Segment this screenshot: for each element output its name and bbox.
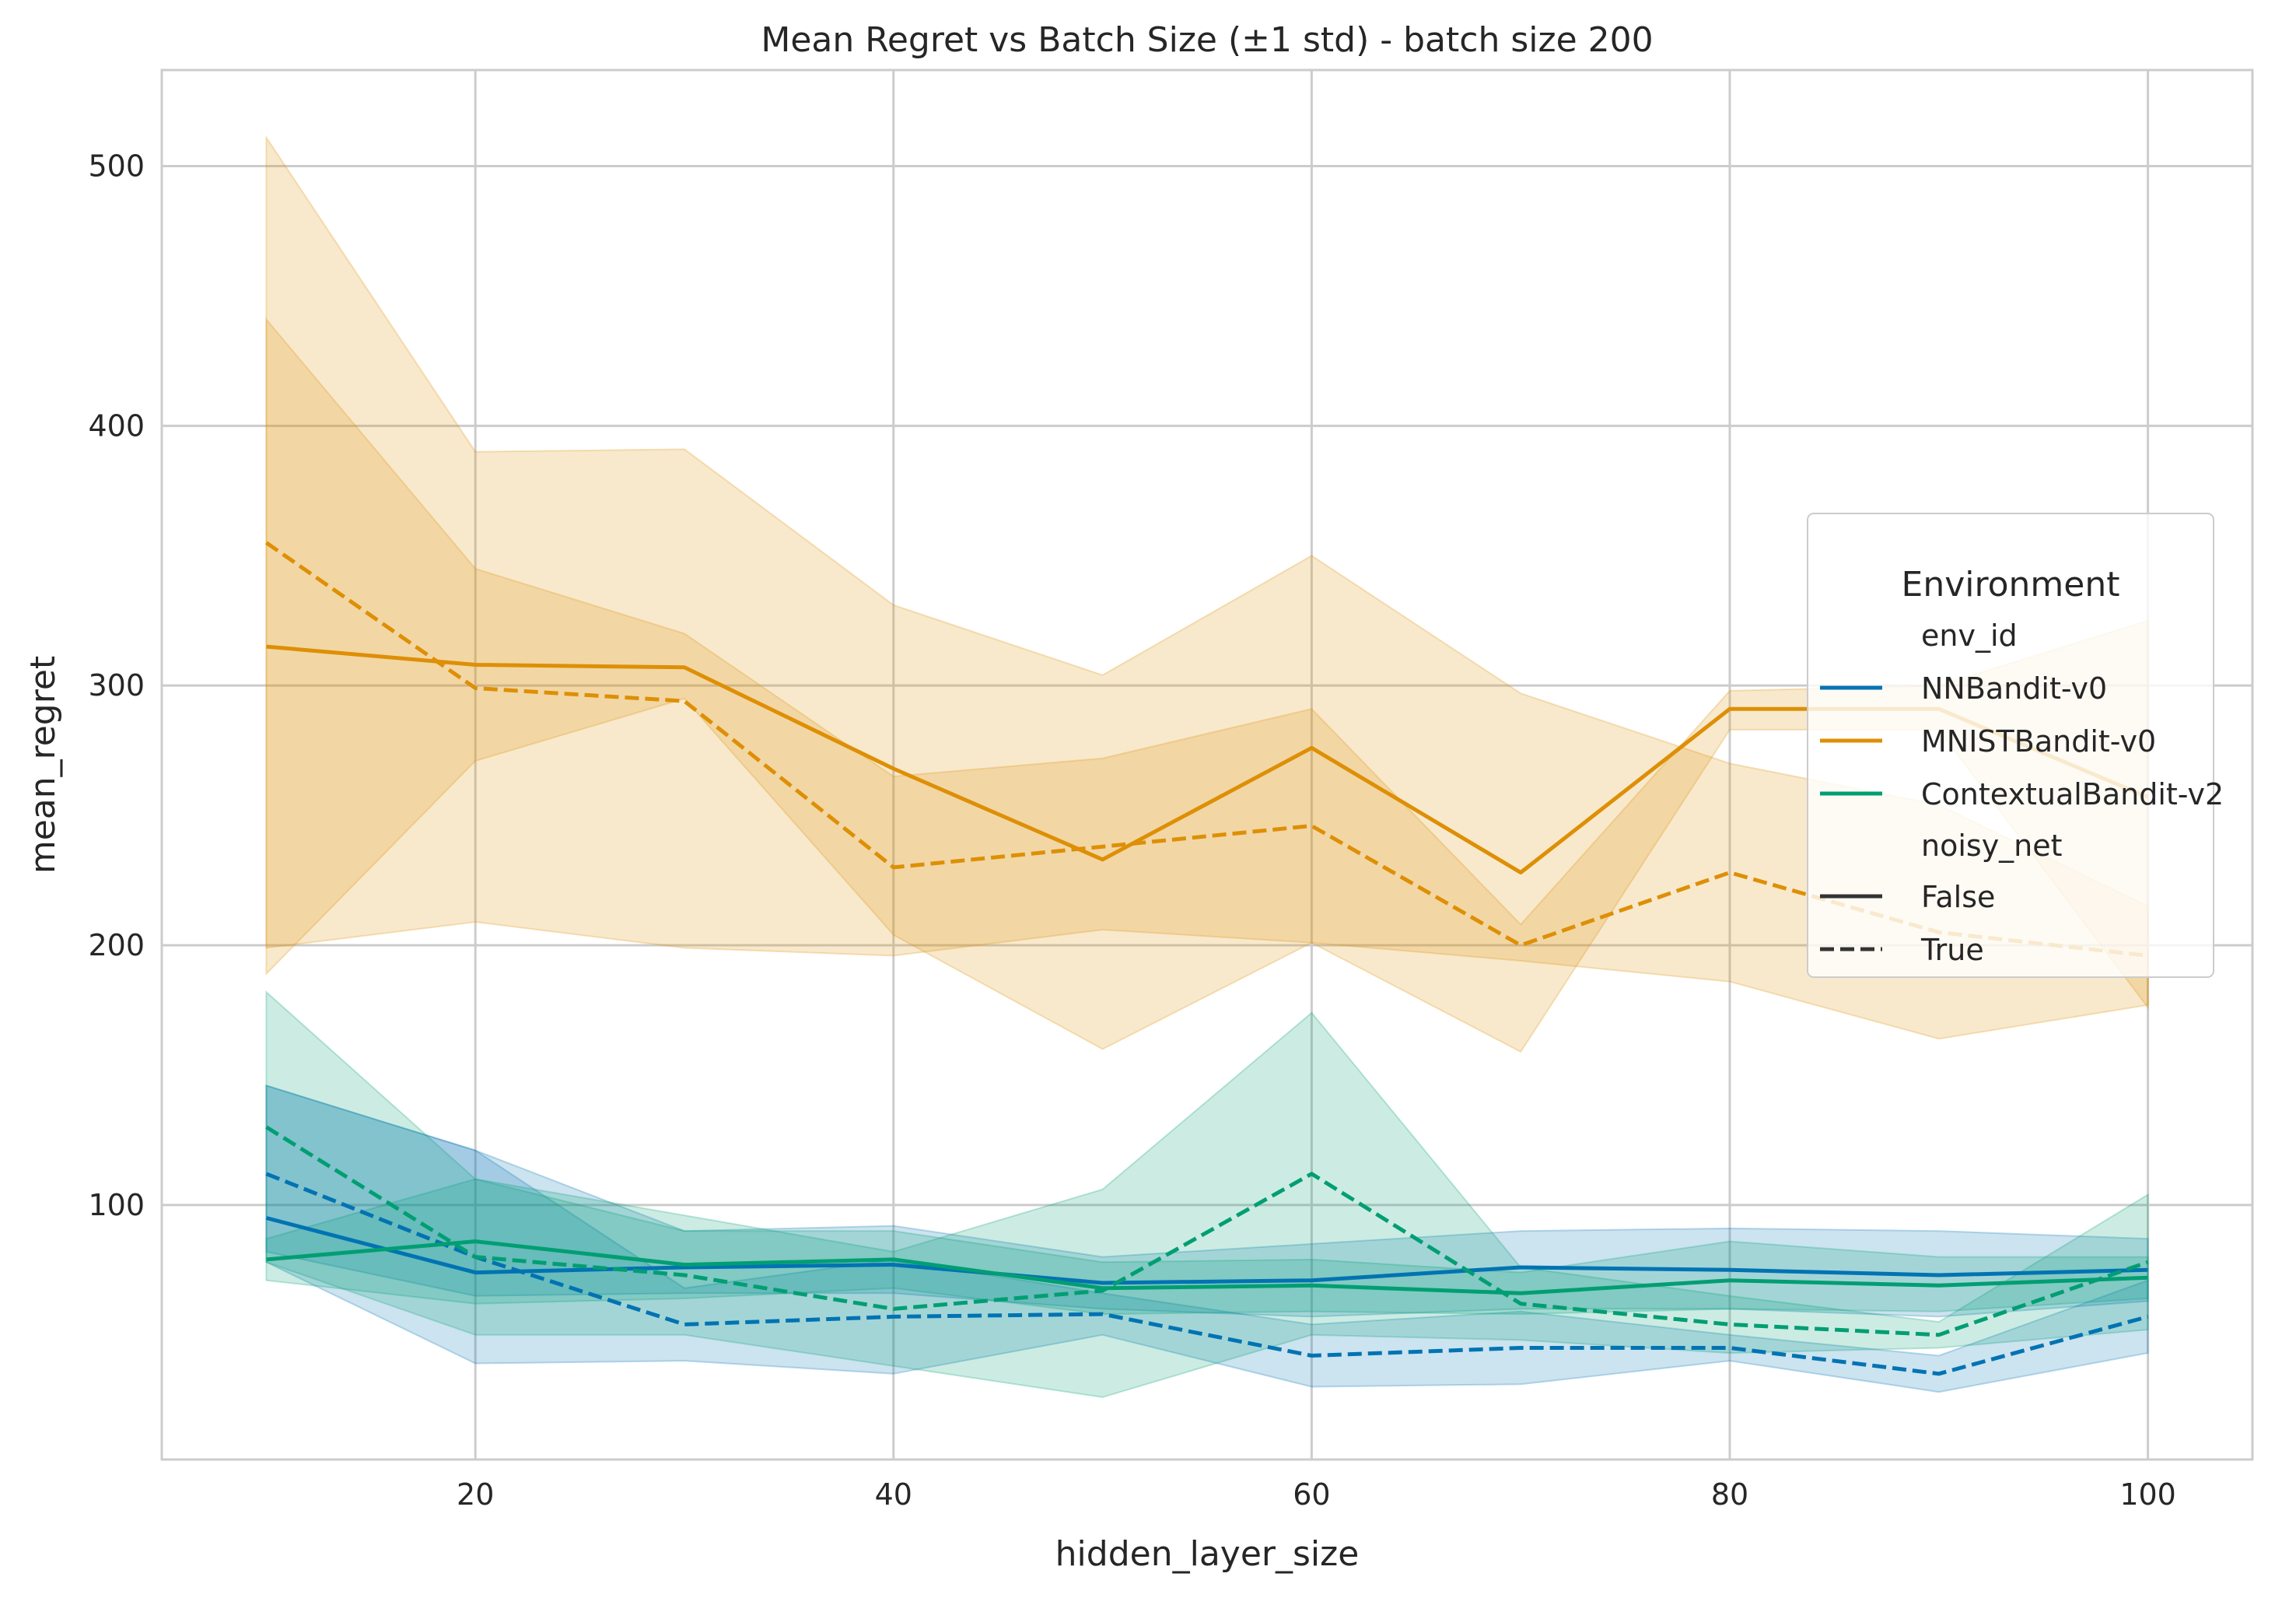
legend-title: Environment xyxy=(1902,565,2120,605)
band-mnistbandit-v0-true xyxy=(265,135,2149,1040)
x-tick-label: 80 xyxy=(1711,1477,1748,1512)
y-tick-label: 100 xyxy=(88,1188,145,1222)
legend-entry-contextualbandit: ContextualBandit-v2 xyxy=(1921,777,2224,811)
legend-entry-mnistbandit: MNISTBandit-v0 xyxy=(1921,724,2156,759)
y-tick-label: 300 xyxy=(88,668,145,703)
legend-style-title: noisy_net xyxy=(1921,829,2063,863)
band-contextualbandit-v2-false xyxy=(265,1178,2149,1316)
y-tick-labels: 100 200 300 400 500 xyxy=(88,149,145,1222)
line-nnbandit-v0-false xyxy=(265,1216,2148,1285)
legend-entry-false: False xyxy=(1921,880,1995,914)
x-tick-labels: 20 40 60 80 100 xyxy=(457,1477,2176,1512)
line-contextualbandit-v2-true xyxy=(265,1125,2149,1337)
x-tick-label: 100 xyxy=(2119,1477,2176,1512)
x-tick-label: 20 xyxy=(457,1477,494,1512)
line-nnbandit-v0-true xyxy=(265,1172,2149,1376)
confidence-bands xyxy=(265,135,2149,1398)
band-contextualbandit-v2-true xyxy=(265,990,2149,1398)
band-mnistbandit-v0-false xyxy=(265,317,2149,1053)
legend-entry-nnbandit: NNBandit-v0 xyxy=(1921,671,2107,706)
y-tick-label: 400 xyxy=(88,408,145,443)
y-tick-label: 200 xyxy=(88,928,145,962)
x-tick-label: 40 xyxy=(875,1477,912,1512)
chart-title: Mean Regret vs Batch Size (±1 std) - bat… xyxy=(761,20,1653,60)
y-tick-label: 500 xyxy=(88,149,145,184)
legend-box xyxy=(1807,513,2214,978)
y-axis-label: mean_regret xyxy=(23,656,63,874)
legend: Environment env_id NNBandit-v0 MNISTBand… xyxy=(1807,513,2224,978)
band-nnbandit-v0-false xyxy=(265,1084,2149,1318)
legend-hue-title: env_id xyxy=(1921,619,2018,653)
legend-entry-true: True xyxy=(1920,933,1984,967)
plot-frame xyxy=(160,68,2254,1461)
line-contextualbandit-v2-false xyxy=(266,1239,2148,1295)
series-lines xyxy=(264,541,2149,1376)
x-tick-label: 60 xyxy=(1293,1477,1330,1512)
x-axis-label: hidden_layer_size xyxy=(1055,1534,1360,1574)
